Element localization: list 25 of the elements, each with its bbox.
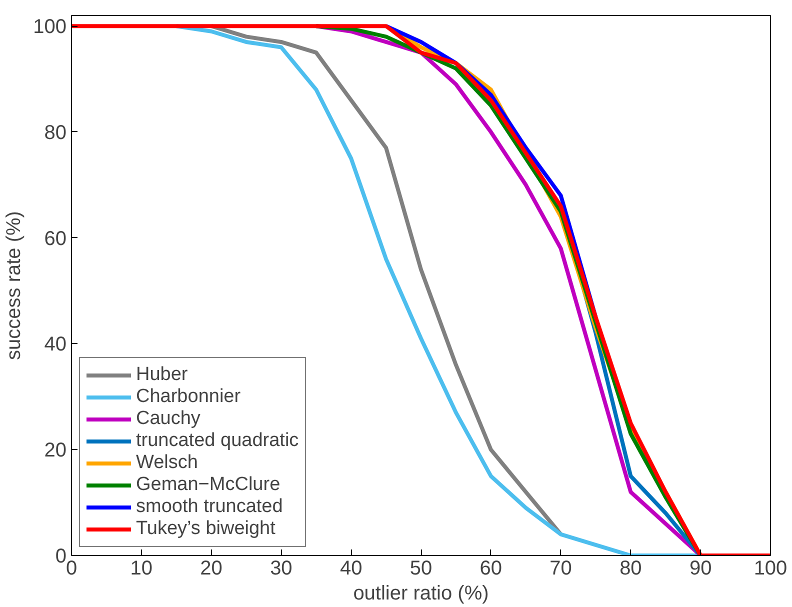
legend-label: Cauchy — [136, 408, 200, 430]
y-tick-label: 40 — [44, 334, 67, 356]
x-tick-label: 60 — [480, 558, 502, 580]
legend-label: smooth truncated — [136, 496, 283, 518]
legend-label: Geman−McClure — [136, 474, 280, 496]
x-tick-label: 80 — [620, 558, 642, 580]
x-tick-label: 70 — [550, 558, 572, 580]
legend-label: Welsch — [136, 452, 198, 474]
x-axis-title: outlier ratio (%) — [353, 582, 489, 604]
x-tick-label: 100 — [754, 558, 788, 580]
legend-label: truncated quadratic — [136, 430, 299, 452]
legend-label: Huber — [136, 364, 188, 386]
x-tick-label: 50 — [410, 558, 432, 580]
y-tick-label: 60 — [44, 228, 67, 250]
x-tick-label: 10 — [130, 558, 153, 580]
legend-label: Tukey’s biweight — [136, 518, 276, 540]
y-tick-label: 100 — [33, 16, 67, 38]
y-tick-label: 20 — [44, 440, 67, 462]
legend-label: Charbonnier — [136, 386, 241, 408]
x-tick-label: 30 — [270, 558, 292, 580]
x-tick-label: 90 — [689, 558, 712, 580]
y-axis-title: success rate (%) — [3, 211, 26, 360]
x-tick-label: 20 — [200, 558, 222, 580]
x-tick-label: 40 — [340, 558, 362, 580]
y-tick-label: 80 — [44, 122, 67, 144]
